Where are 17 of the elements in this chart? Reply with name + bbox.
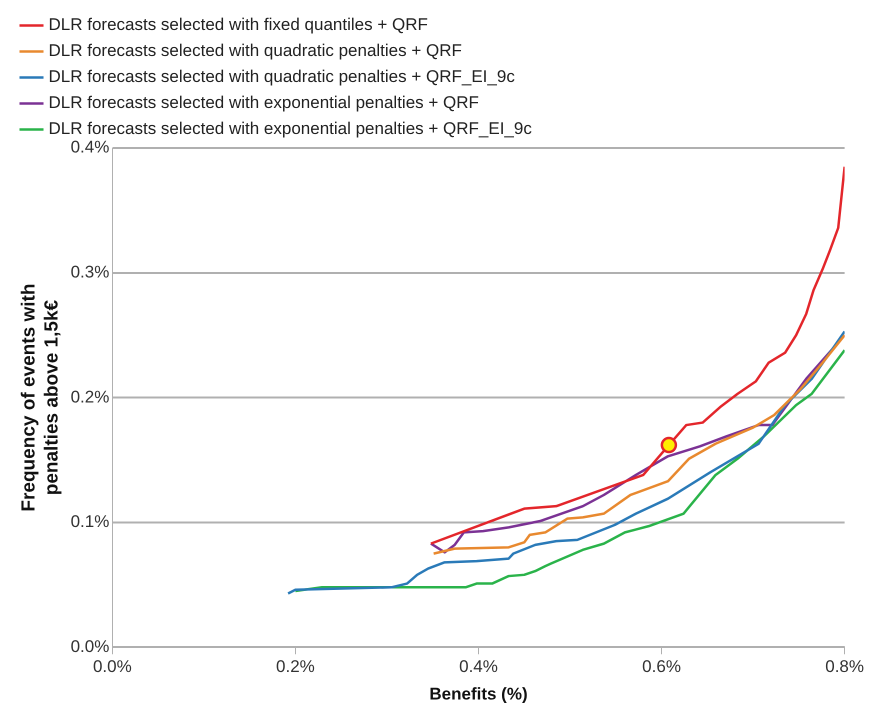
x-axis-title: Benefits (%) bbox=[429, 684, 528, 704]
legend-label: DLR forecasts selected with fixed quantiles + QRF bbox=[48, 15, 428, 34]
x-tick-label: 0.2% bbox=[276, 657, 315, 676]
legend-label: DLR forecasts selected with exponential penalties + QRF_EI_9c bbox=[48, 119, 532, 138]
x-tick-label: 0.8% bbox=[825, 657, 864, 676]
legend-label: DLR forecasts selected with quadratic penalties + QRF_EI_9c bbox=[48, 67, 516, 86]
legend-label: DLR forecasts selected with quadratic penalties + QRF bbox=[48, 41, 462, 60]
x-tick-label: 0.0% bbox=[92, 657, 132, 676]
y-tick-label: 0.1% bbox=[70, 512, 110, 532]
y-tick-label: 0.2% bbox=[70, 387, 110, 406]
x-tick-label: 0.6% bbox=[642, 657, 681, 676]
y-axis-title: Frequency of events with penalties above 1,5k€ bbox=[18, 284, 62, 512]
y-tick-label: 0.0% bbox=[70, 636, 110, 656]
legend-label: DLR forecasts selected with exponential penalties + QRF bbox=[48, 93, 479, 112]
y-tick-label: 0.4% bbox=[70, 138, 110, 157]
y-tick-label: 0.3% bbox=[70, 262, 110, 282]
x-tick-label: 0.4% bbox=[459, 657, 498, 676]
